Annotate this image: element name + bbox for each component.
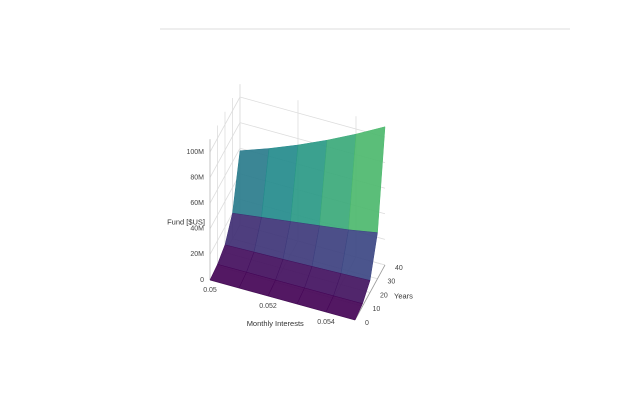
y-tick-label: 10	[373, 306, 381, 313]
z-tick-label: 80M	[190, 174, 204, 181]
grid-line	[239, 96, 386, 138]
x-tick-label: 0.05	[203, 287, 217, 294]
y-axis-line	[354, 264, 386, 321]
z-tick-label: 100M	[186, 149, 204, 156]
z-tick-label: 0	[200, 277, 204, 284]
surface-patch	[325, 295, 363, 321]
y-tick-label: 20	[380, 292, 388, 299]
z-tick-label: 20M	[190, 251, 204, 258]
x-axis-title: Monthly Interests	[247, 319, 304, 328]
y-tick-label: 0	[365, 320, 369, 327]
y-tick-label: 40	[395, 265, 403, 272]
z-tick-label: 40M	[190, 226, 204, 233]
y-tick-label: 30	[388, 279, 396, 286]
x-tick-label: 0.052	[259, 303, 277, 310]
z-tick-label: 60M	[190, 200, 204, 207]
y-axis-title: Years	[394, 291, 413, 300]
z-axis-title: Fund [$US]	[167, 217, 205, 226]
x-tick-label: 0.054	[317, 319, 335, 326]
